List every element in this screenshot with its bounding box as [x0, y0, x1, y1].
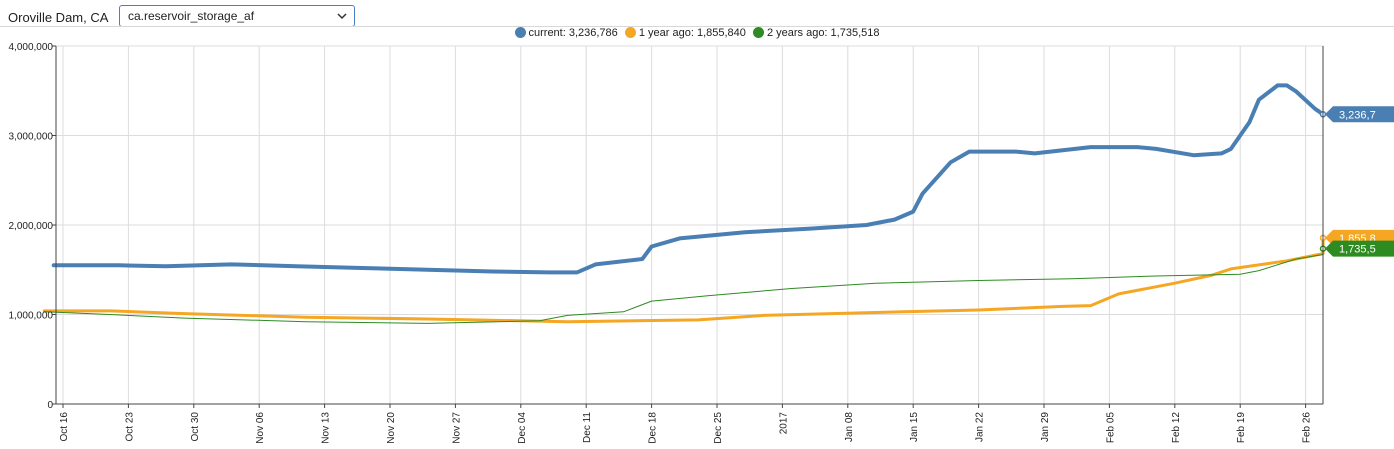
chart-legend: current: 3,236,786 1 year ago: 1,855,840… [0, 27, 1394, 43]
legend-swatch-2-years-ago [752, 27, 764, 38]
legend-swatch-1-year-ago [624, 27, 636, 38]
legend-label-1-year-ago: 1 year ago: 1,855,840 [638, 27, 746, 39]
legend-label-current: current: 3,236,786 [528, 27, 618, 39]
toolbar: Oroville Dam, CA ca.reservoir_storage_af [0, 0, 1394, 28]
legend-label-2-years-ago: 2 years ago: 1,735,518 [766, 27, 880, 39]
legend-item-current[interactable]: current: 3,236,786 [514, 27, 618, 39]
metric-dropdown-value: ca.reservoir_storage_af [128, 9, 255, 23]
entity-label: Oroville Dam, CA [8, 10, 109, 25]
legend-swatch-current [514, 27, 526, 38]
chevron-down-icon [337, 13, 347, 20]
metric-dropdown[interactable]: ca.reservoir_storage_af [119, 5, 355, 27]
legend-item-2-years-ago[interactable]: 2 years ago: 1,735,518 [752, 27, 880, 39]
legend-item-1-year-ago[interactable]: 1 year ago: 1,855,840 [624, 27, 746, 39]
chart-panel [0, 26, 1394, 449]
